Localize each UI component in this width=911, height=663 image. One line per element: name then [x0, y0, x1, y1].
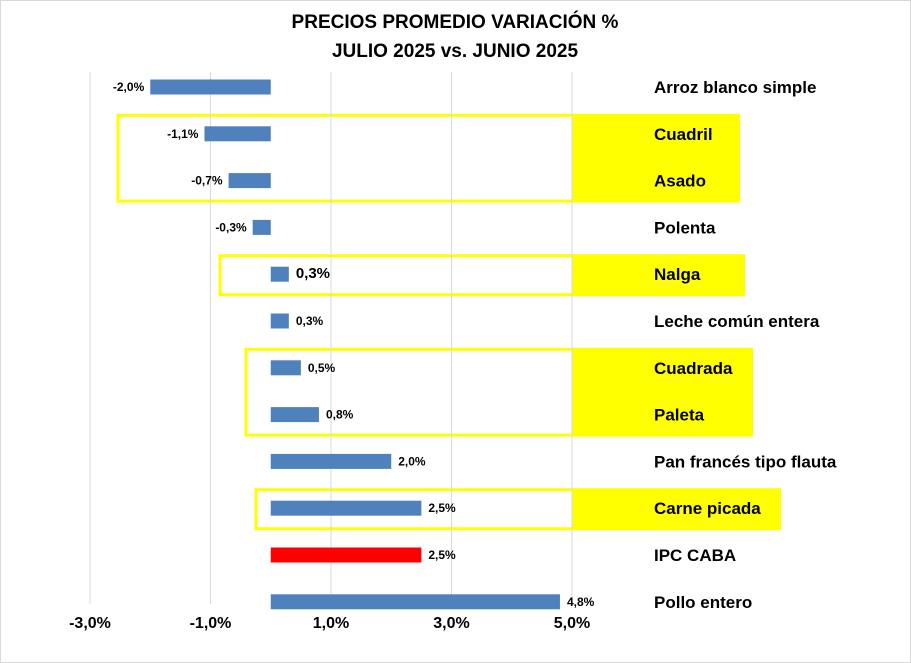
- x-tick-label: 5,0%: [554, 615, 590, 632]
- bar-2: [228, 173, 271, 189]
- x-tick-label: 3,0%: [433, 615, 469, 632]
- category-label: IPC CABA: [654, 546, 736, 565]
- data-label: -0,7%: [191, 174, 223, 188]
- bar-1: [204, 126, 271, 142]
- data-label: 2,5%: [428, 501, 456, 515]
- gridlines: [89, 72, 573, 604]
- highlight-panel: [573, 488, 781, 531]
- category-label: Paleta: [654, 406, 705, 425]
- data-label: 2,0%: [398, 454, 426, 468]
- data-label: 4,8%: [567, 595, 595, 609]
- category-label: Pollo entero: [654, 593, 752, 612]
- highlight-panel: [573, 347, 753, 437]
- chart-title-line-2: JULIO 2025 vs. JUNIO 2025: [332, 41, 579, 62]
- category-label: Arroz blanco simple: [654, 78, 816, 97]
- bar-7: [270, 407, 319, 423]
- highlight-panel: [573, 113, 740, 203]
- highlight-outline: [244, 347, 575, 437]
- data-label: 0,8%: [326, 408, 354, 422]
- bar-10: [270, 547, 422, 563]
- bar-4: [270, 266, 289, 282]
- data-label: -1,1%: [167, 127, 199, 141]
- category-label: Leche común entera: [654, 312, 820, 331]
- category-label: Cuadrada: [654, 359, 733, 378]
- category-label: Carne picada: [654, 499, 761, 518]
- category-label: Pan francés tipo flauta: [654, 452, 837, 471]
- chart-title-line-1: PRECIOS PROMEDIO VARIACIÓN %: [292, 11, 619, 33]
- bar-6: [270, 360, 301, 376]
- category-label: Asado: [654, 172, 706, 191]
- bar-8: [270, 453, 392, 469]
- bar-11: [270, 594, 560, 610]
- highlight-panel: [573, 254, 745, 297]
- bar-3: [252, 219, 271, 235]
- bar-5: [270, 313, 289, 329]
- x-tick-label: -1,0%: [190, 615, 232, 632]
- data-label: 0,5%: [308, 361, 336, 375]
- category-label: Polenta: [654, 218, 716, 237]
- bar-0: [150, 79, 271, 95]
- data-label: -0,3%: [215, 220, 247, 234]
- category-label: Nalga: [654, 265, 701, 284]
- labels: -2,0% Arroz blanco simple -1,1% Cuadril -0,7…: [69, 78, 837, 632]
- data-label: -2,0%: [113, 80, 145, 94]
- data-label: 0,3%: [296, 314, 324, 328]
- x-tick-label: 1,0%: [313, 615, 349, 632]
- category-label: Cuadril: [654, 125, 713, 144]
- bar-9: [270, 500, 422, 516]
- highlight-layer: [116, 113, 781, 531]
- x-tick-label: -3,0%: [69, 615, 111, 632]
- highlight-outline: [116, 113, 575, 203]
- data-label: 2,5%: [428, 548, 456, 562]
- highlight-outline: [218, 254, 575, 297]
- data-label: 0,3%: [296, 265, 330, 282]
- bars: [150, 79, 560, 610]
- highlight-outline: [254, 488, 575, 531]
